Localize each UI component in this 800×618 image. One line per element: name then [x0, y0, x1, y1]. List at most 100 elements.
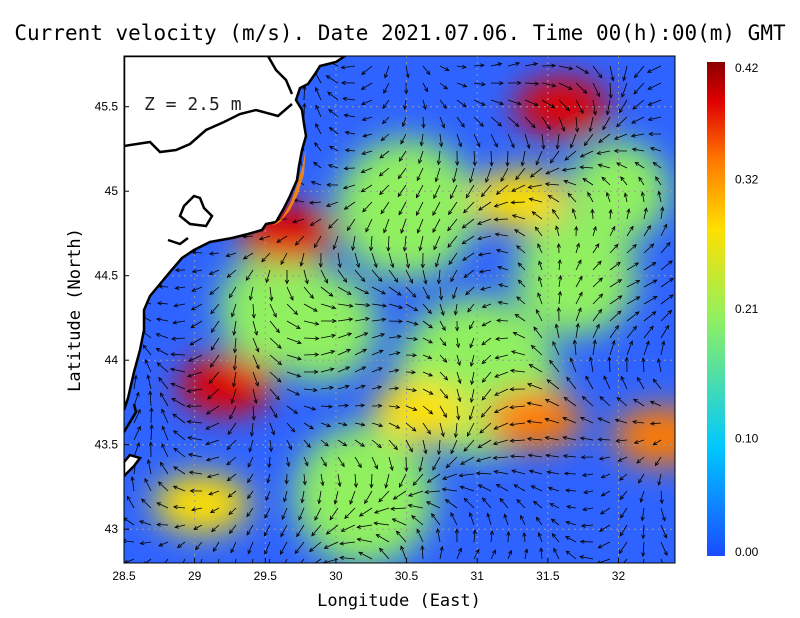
velocity-arrow: [461, 218, 475, 229]
velocity-arrow: [647, 99, 662, 106]
velocity-arrow: [506, 530, 511, 543]
velocity-arrow: [538, 260, 543, 271]
velocity-arrow: [210, 320, 220, 333]
velocity-arrow: [432, 456, 441, 471]
velocity-arrow: [422, 82, 428, 93]
velocity-arrow: [421, 116, 426, 129]
velocity-arrow: [371, 403, 383, 408]
velocity-arrow: [309, 218, 322, 226]
velocity-arrow: [337, 269, 348, 283]
velocity-arrow: [373, 507, 390, 514]
velocity-arrow: [205, 456, 220, 462]
velocity-arrow: [337, 439, 348, 447]
velocity-arrow: [232, 354, 237, 371]
velocity-arrow: [217, 558, 220, 563]
velocity-arrow: [422, 303, 432, 315]
velocity-arrow: [193, 524, 203, 530]
velocity-arrow: [422, 65, 431, 76]
velocity-arrow: [439, 422, 445, 438]
velocity-arrow: [456, 371, 462, 385]
velocity-arrow: [486, 512, 492, 526]
velocity-arrow: [621, 82, 628, 98]
velocity-arrow: [286, 422, 296, 433]
velocity-arrow: [361, 65, 373, 75]
velocity-arrow: [354, 348, 368, 356]
velocity-arrow: [208, 251, 220, 256]
velocity-arrow: [494, 371, 509, 378]
y-axis-label: Latitude (North): [65, 228, 85, 392]
velocity-arrow: [598, 456, 611, 461]
velocity-arrow: [337, 456, 345, 468]
velocity-arrow: [439, 65, 450, 72]
velocity-arrow: [622, 65, 628, 82]
velocity-arrow: [509, 405, 526, 410]
velocity-arrow: [353, 473, 358, 488]
velocity-arrow: [613, 133, 628, 140]
velocity-arrow: [562, 454, 577, 459]
velocity-arrow: [124, 558, 135, 563]
velocity-arrow: [422, 422, 431, 435]
velocity-arrow: [439, 320, 446, 332]
velocity-arrow: [473, 82, 486, 87]
velocity-arrow: [493, 217, 509, 222]
velocity-arrow: [541, 99, 556, 109]
velocity-arrow: [320, 385, 334, 390]
velocity-arrow: [456, 354, 461, 367]
velocity-arrow: [609, 243, 619, 254]
velocity-arrow: [643, 558, 645, 563]
velocity-arrow: [633, 82, 645, 95]
velocity-arrow: [660, 524, 668, 539]
speed-hotspot: [513, 76, 610, 137]
velocity-arrow: [603, 375, 611, 390]
velocity-arrow: [341, 80, 356, 85]
velocity-arrow: [490, 116, 503, 127]
velocity-arrow: [511, 214, 526, 220]
velocity-arrow: [343, 201, 356, 210]
velocity-arrow: [575, 275, 583, 288]
velocity-arrow: [510, 350, 526, 356]
velocity-arrow: [607, 356, 612, 373]
velocity-arrow: [320, 439, 329, 447]
velocity-arrow: [605, 191, 611, 203]
velocity-arrow: [402, 235, 407, 252]
velocity-arrow: [329, 507, 339, 521]
velocity-arrow: [226, 269, 237, 278]
velocity-arrow: [494, 232, 509, 237]
velocity-arrow: [299, 252, 305, 267]
velocity-arrow: [541, 63, 557, 68]
velocity-arrow: [264, 507, 271, 519]
velocity-arrow: [561, 167, 577, 172]
velocity-arrow: [390, 506, 407, 511]
velocity-arrow: [388, 386, 400, 391]
velocity-arrow: [404, 82, 409, 95]
velocity-arrow: [493, 422, 509, 430]
velocity-arrow: [186, 388, 203, 393]
velocity-arrow: [507, 80, 522, 86]
velocity-arrow: [404, 456, 409, 473]
velocity-arrow: [557, 290, 563, 305]
velocity-arrow: [268, 558, 271, 563]
velocity-arrow: [422, 354, 433, 360]
velocity-arrow: [284, 473, 289, 485]
velocity-arrow: [371, 422, 384, 428]
velocity-arrow: [660, 260, 673, 271]
velocity-arrow: [303, 336, 320, 341]
velocity-arrow: [418, 456, 424, 473]
velocity-arrow: [456, 82, 468, 88]
velocity-arrow: [139, 541, 152, 546]
velocity-arrow: [146, 459, 152, 475]
velocity-arrow: [405, 439, 413, 453]
velocity-arrow: [497, 265, 509, 271]
velocity-arrow: [541, 82, 557, 88]
velocity-arrow: [439, 545, 444, 560]
velocity-arrow: [623, 192, 628, 203]
velocity-arrow: [258, 235, 271, 241]
velocity-arrow: [311, 524, 322, 537]
velocity-arrow: [388, 269, 399, 283]
velocity-arrow: [318, 252, 323, 268]
velocity-arrow: [456, 547, 462, 560]
velocity-arrow: [623, 558, 628, 563]
velocity-arrow: [173, 466, 186, 475]
velocity-arrow: [490, 99, 505, 106]
velocity-arrow: [439, 303, 445, 317]
